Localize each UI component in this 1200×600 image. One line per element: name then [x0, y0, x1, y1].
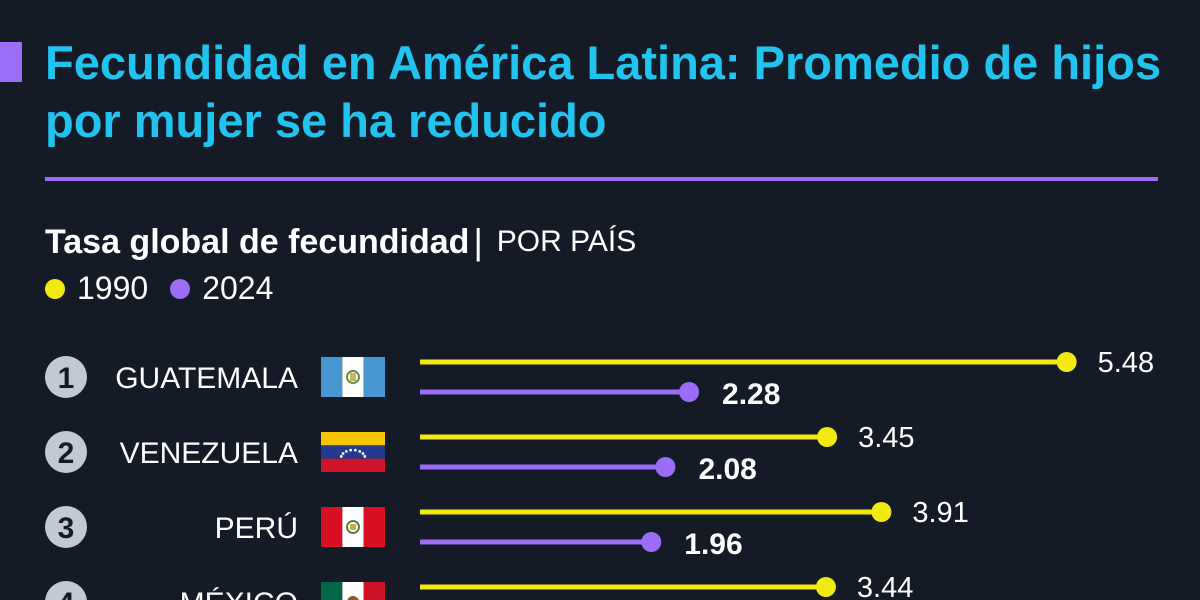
rank-number: 1 [58, 362, 75, 395]
legend-item-1990: 1990 [45, 270, 148, 307]
rank-number: 3 [58, 512, 75, 545]
title-accent-bar [0, 42, 22, 82]
dot-1990 [815, 577, 836, 597]
subtitle-sub: POR PAÍS [496, 225, 637, 258]
value-label-1990: 3.91 [912, 497, 968, 529]
legend-dot-2024 [170, 278, 191, 299]
country-label: MÉXICO [180, 587, 298, 600]
title-divider [45, 177, 1158, 181]
country-label: VENEZUELA [120, 437, 298, 470]
mexico-flag [321, 582, 385, 600]
rank-badge [45, 581, 87, 600]
legend-dot-1990 [45, 278, 65, 299]
guatemala-flag [321, 357, 385, 397]
value-label-2024: 2.08 [698, 453, 756, 486]
value-label-1990: 3.44 [857, 572, 913, 600]
dot-1990 [871, 502, 892, 522]
rank-badge [45, 356, 87, 398]
country-label: PERÚ [215, 512, 298, 545]
dot-2024 [641, 532, 662, 552]
dot-2024 [655, 457, 676, 477]
rank-number: 4 [58, 587, 75, 600]
legend-label-2024: 2024 [202, 270, 274, 306]
legend-item-2024: 2024 [170, 270, 273, 307]
rank-number: 2 [58, 437, 75, 470]
value-label-1990: 5.48 [1098, 347, 1154, 379]
legend-label-1990: 1990 [77, 270, 149, 306]
dot-2024 [679, 382, 700, 402]
chart-legend: 1990 2024 [45, 270, 295, 307]
dot-1990 [817, 427, 838, 447]
peru-flag [321, 507, 385, 547]
value-label-2024: 1.96 [684, 528, 742, 561]
value-label-2024: 2.28 [722, 378, 780, 411]
subtitle-main: Tasa global de fecundidad [45, 222, 470, 261]
dot-1990 [1056, 352, 1077, 372]
subtitle-separator: | [473, 221, 483, 262]
page-title: Fecundidad en América Latina: Promedio d… [45, 36, 1162, 147]
country-label: GUATEMALA [115, 362, 298, 395]
chart-subtitle: Tasa global de fecundidad | POR PAÍS [45, 218, 636, 266]
rank-badge [45, 506, 87, 548]
venezuela-flag [321, 432, 385, 472]
rank-badge [45, 431, 87, 473]
value-label-1990: 3.45 [858, 422, 914, 454]
